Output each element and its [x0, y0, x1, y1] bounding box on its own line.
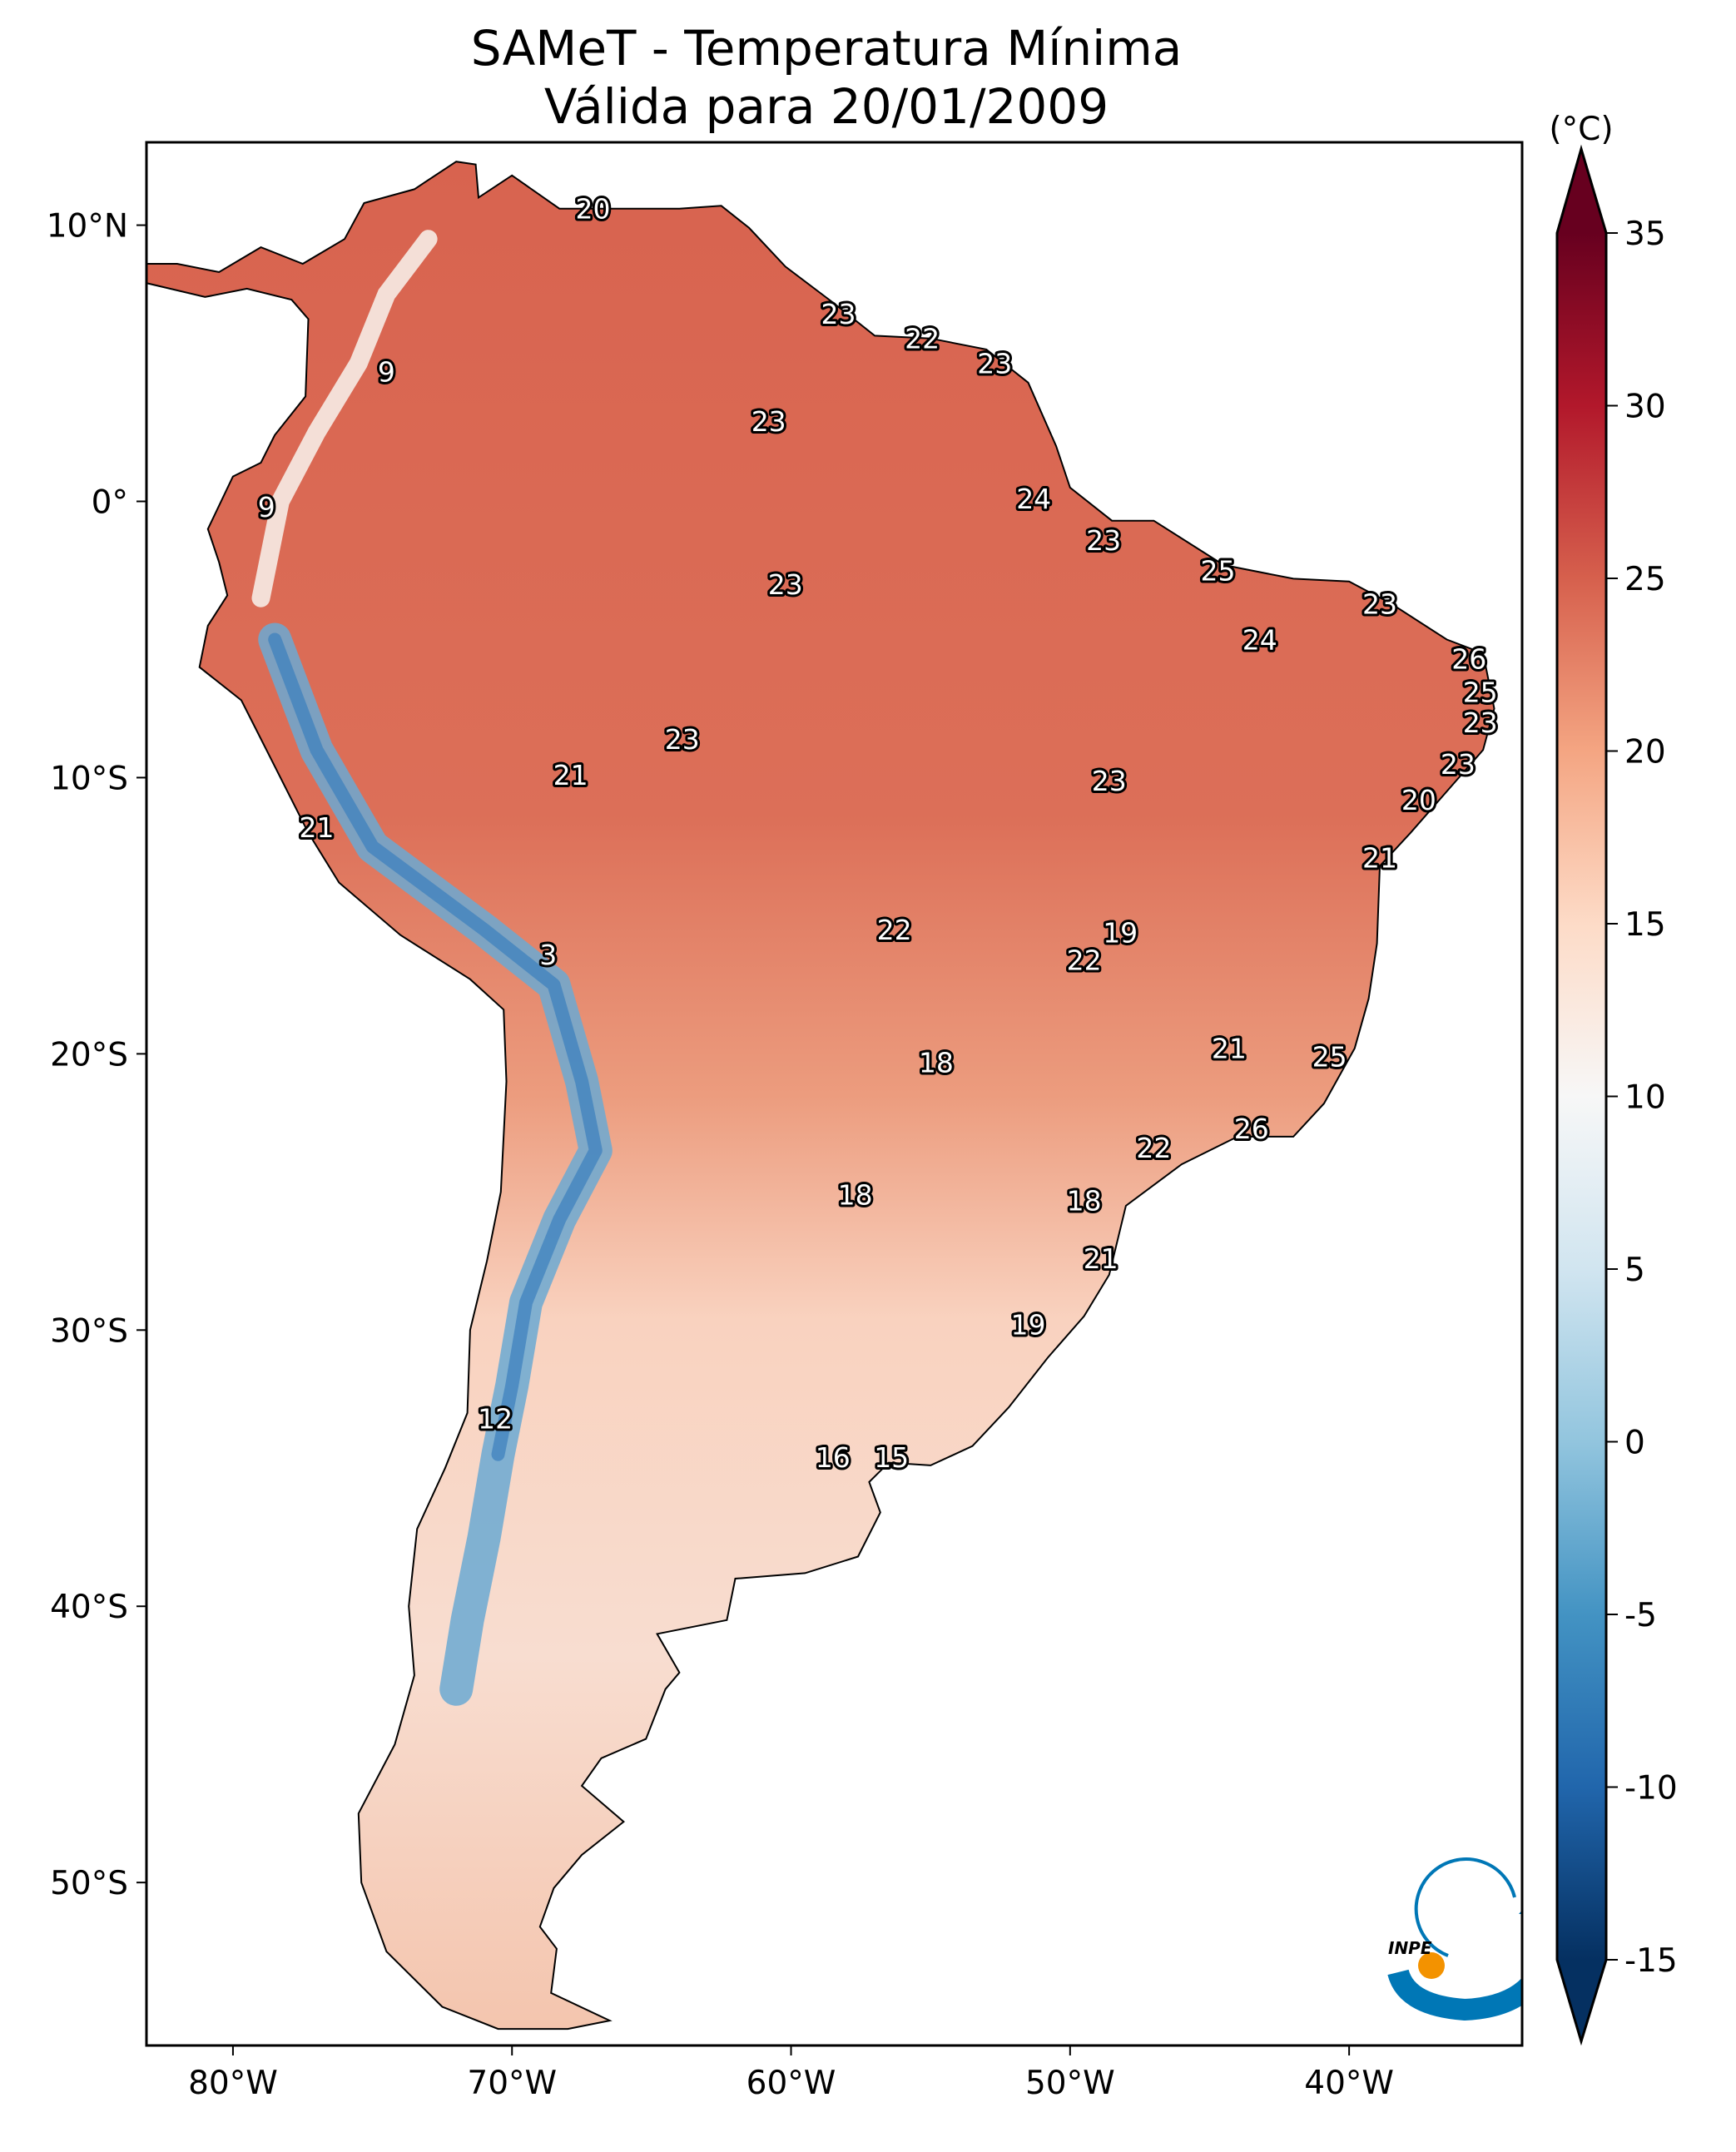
y-tick-label: 50°S: [50, 1865, 128, 1902]
x-tick-label: 40°W: [1304, 2065, 1394, 2102]
station-label: 21: [300, 811, 335, 844]
colorbar-tick-label: 10: [1624, 1079, 1666, 1117]
colorbar: (°C) 35 30 25 20 15 10 5 0 -5 -10 -15: [1549, 111, 1678, 2046]
y-axis: 10°N 0° 10°S 20°S 30°S 40°S 50°S: [47, 208, 146, 1902]
y-tick-label: 20°S: [50, 1036, 128, 1074]
x-axis: 80°W 70°W 60°W 50°W 40°W: [188, 2045, 1394, 2102]
station-label: 20: [576, 193, 611, 226]
station-label: 9: [258, 491, 275, 523]
station-label: 18: [919, 1046, 954, 1078]
station-label: 26: [1234, 1113, 1269, 1145]
colorbar-tick-label: -10: [1624, 1770, 1678, 1807]
station-label: 23: [768, 568, 803, 601]
x-tick-label: 70°W: [467, 2065, 557, 2102]
station-label: 16: [816, 1441, 851, 1474]
chart-subtitle: Válida para 20/01/2009: [544, 78, 1109, 135]
station-label: 21: [553, 759, 588, 791]
station-label: 23: [1463, 707, 1498, 739]
station-label: 23: [977, 348, 1012, 380]
colorbar-tick-label: 25: [1624, 561, 1666, 598]
station-label: 24: [1242, 624, 1277, 657]
colorbar-extend-min: [1557, 1960, 1606, 2041]
station-label: 21: [1362, 842, 1397, 875]
colorbar-tick-label: 20: [1624, 734, 1666, 771]
station-labels: 2023222392324923252323242625232323232120…: [255, 191, 1500, 1476]
station-label: 12: [478, 1403, 513, 1435]
inpe-logo: INPE: [1387, 1857, 1522, 2021]
station-label: 23: [751, 405, 786, 438]
andes-cold-core: [268, 632, 603, 1461]
colorbar-tick-label: 0: [1624, 1425, 1645, 1462]
colorbar-tick-label: 30: [1624, 389, 1666, 426]
station-label: 18: [838, 1179, 873, 1212]
station-label: 18: [1067, 1184, 1102, 1217]
station-label: 3: [539, 939, 557, 971]
northern-andes-band: [251, 230, 438, 607]
station-label: 24: [1016, 483, 1051, 515]
colorbar-tick-label: 15: [1624, 906, 1666, 944]
colorbar-tick-label: 35: [1624, 216, 1666, 253]
station-label: 23: [821, 298, 856, 330]
station-label: 23: [1362, 588, 1397, 620]
station-label: 23: [1086, 524, 1121, 557]
station-label: 21: [1212, 1033, 1247, 1065]
station-label: 20: [1401, 784, 1436, 816]
colorbar-extend-max: [1557, 149, 1606, 233]
station-label: 9: [378, 356, 395, 389]
station-label: 25: [1463, 677, 1498, 709]
y-tick-label: 40°S: [50, 1589, 128, 1626]
station-label: 26: [1451, 643, 1486, 676]
station-label: 23: [1441, 748, 1476, 781]
colorbar-tick-label: -15: [1624, 1942, 1678, 1980]
station-label: 25: [1312, 1041, 1347, 1074]
colorbar-tick-label: -5: [1624, 1597, 1657, 1634]
y-tick-label: 0°: [92, 484, 128, 522]
station-label: 22: [1067, 945, 1102, 977]
station-label: 23: [1092, 765, 1127, 797]
chart-title: SAMeT - Temperatura Mínima: [471, 20, 1183, 77]
station-label: 22: [877, 914, 912, 946]
y-tick-label: 10°N: [47, 208, 128, 245]
station-label: 19: [1011, 1309, 1046, 1341]
x-tick-label: 80°W: [188, 2065, 278, 2102]
y-tick-label: 10°S: [50, 760, 128, 797]
y-tick-label: 30°S: [50, 1312, 128, 1350]
station-label: 21: [1084, 1242, 1118, 1275]
station-label: 23: [665, 723, 700, 756]
logo-text: INPE: [1388, 1938, 1432, 1958]
x-tick-label: 60°W: [746, 2065, 836, 2102]
axes-frame: [145, 141, 1524, 2047]
colorbar-tick-label: 5: [1624, 1252, 1645, 1289]
x-tick-label: 50°W: [1025, 2065, 1115, 2102]
station-label: 22: [905, 323, 940, 355]
station-label: 15: [874, 1441, 909, 1474]
map-area: 2023222392324923252323242625232323232120…: [146, 142, 1522, 2045]
station-label: 22: [1136, 1132, 1171, 1164]
station-label: 19: [1103, 916, 1138, 949]
station-label: 25: [1201, 555, 1236, 588]
colorbar-label: (°C): [1549, 111, 1613, 148]
